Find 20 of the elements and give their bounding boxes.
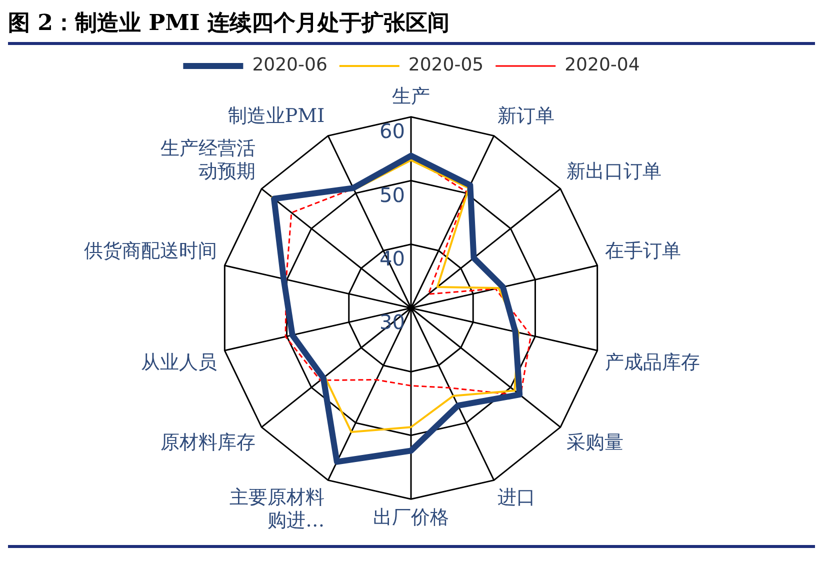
- legend-label: 2020-04: [564, 54, 640, 76]
- legend-label: 2020-06: [252, 54, 328, 76]
- spoke-label: 供货商配送时间: [84, 240, 217, 262]
- spoke-label: 生产经营活动预期: [160, 138, 256, 182]
- spoke-label: 制造业PMI: [228, 105, 325, 128]
- spoke-label: 在手订单: [605, 240, 682, 262]
- spoke-label: 从业人员: [140, 352, 217, 374]
- spoke-label: 新出口订单: [566, 160, 662, 182]
- spoke-label: 新订单: [497, 105, 554, 128]
- spoke-label: 主要原材料购进…: [230, 486, 325, 532]
- spoke-label: 采购量: [566, 431, 624, 454]
- spoke-label: 原材料库存: [160, 431, 256, 454]
- y-tick-label: 50: [380, 182, 405, 207]
- legend-label: 2020-05: [408, 54, 484, 76]
- spoke-label: 进口: [497, 486, 536, 509]
- spoke-label: 生产: [392, 85, 430, 108]
- chart-title: 图 2：制造业 PMI 连续四个月处于扩张区间: [8, 8, 815, 45]
- spoke-label: 出厂价格: [373, 506, 449, 528]
- y-tick-label: 60: [380, 119, 405, 144]
- spoke-label: 产成品库存: [605, 352, 700, 374]
